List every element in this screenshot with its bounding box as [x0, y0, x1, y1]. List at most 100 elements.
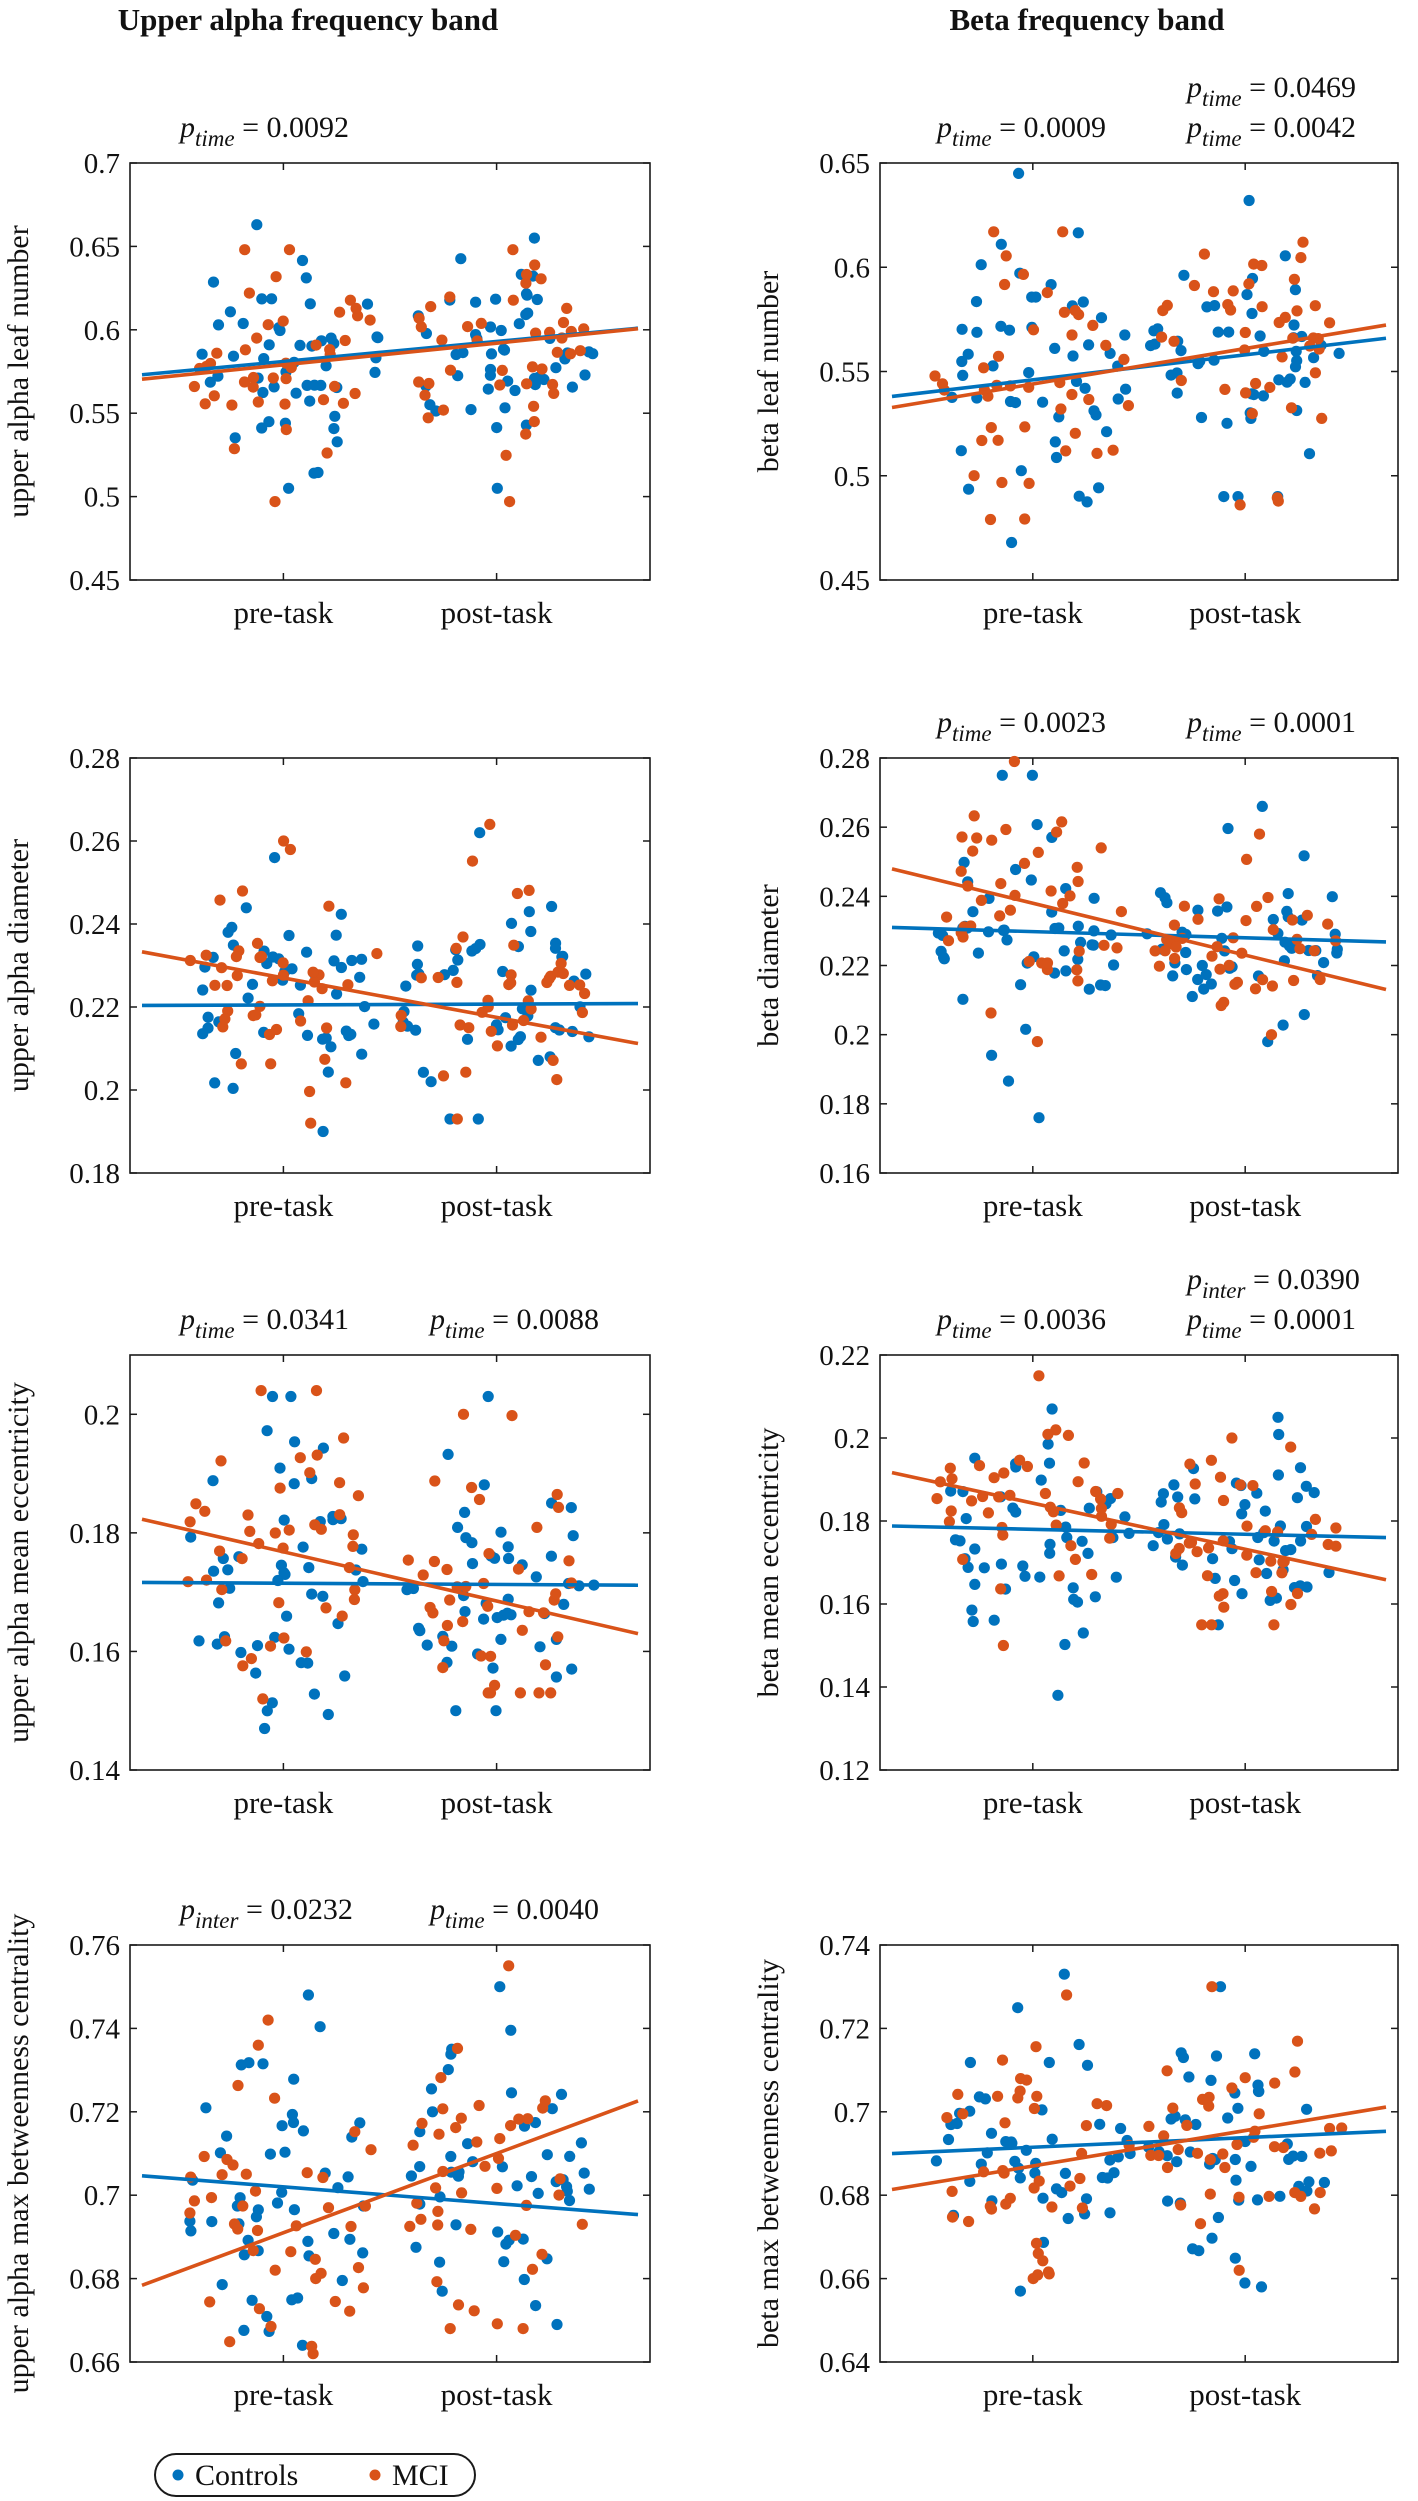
data-point-controls-post: [1205, 978, 1217, 990]
data-point-controls-post: [1222, 822, 1234, 835]
data-point-controls-post: [505, 1040, 517, 1052]
y-tick-label: 0.6: [84, 315, 120, 347]
data-point-mci-post: [1223, 959, 1235, 972]
panel-upper-alpha-mean-eccentricity: 0.14 0.16 0.18 0.2 pre-task post-task upper al…: [2, 1303, 651, 1820]
data-point-controls-pre: [263, 416, 275, 428]
data-point-controls-post: [550, 362, 562, 374]
data-point-controls-post: [1212, 2211, 1224, 2224]
data-point-mci-pre: [1019, 513, 1031, 525]
data-point-controls-post: [578, 2167, 590, 2179]
data-point-mci-post: [1241, 853, 1253, 866]
data-point-controls-post: [1168, 1479, 1180, 1491]
data-point-controls-post: [1246, 307, 1258, 320]
data-point-mci-post: [1243, 278, 1255, 290]
data-point-controls-pre: [958, 856, 970, 869]
data-point-controls-post: [513, 318, 525, 330]
data-point-mci-post: [1214, 963, 1226, 975]
data-point-mci-post: [483, 1548, 495, 1560]
data-point-mci-pre: [985, 422, 997, 434]
x-tick-label-pre-task: pre-task: [983, 2377, 1083, 2412]
data-point-controls-post: [503, 1552, 515, 1565]
data-point-controls-post: [466, 1558, 479, 1570]
data-point-controls-pre: [325, 1041, 337, 1053]
data-point-controls-pre: [995, 320, 1007, 332]
data-point-controls-post: [457, 347, 469, 359]
data-point-controls-pre: [308, 379, 321, 391]
data-point-mci-post: [1161, 2161, 1174, 2174]
fit-line-mci: [891, 323, 1387, 410]
data-point-mci-post: [437, 404, 449, 416]
data-point-controls-pre: [1072, 227, 1084, 239]
data-point-mci-pre: [978, 362, 990, 374]
data-point-mci-pre: [1071, 861, 1083, 873]
data-point-controls-pre: [314, 2021, 326, 2033]
data-point-controls-pre: [275, 1559, 287, 1571]
data-point-controls-post: [1236, 1508, 1248, 1520]
data-point-mci-post: [1188, 279, 1200, 292]
data-point-mci-post: [1234, 499, 1246, 511]
x-tick-label-post-task: post-task: [1189, 595, 1301, 630]
data-point-controls-pre: [283, 1643, 295, 1655]
data-point-controls-pre: [227, 350, 240, 362]
data-point-mci-post: [1324, 317, 1336, 329]
data-point-mci-pre: [284, 843, 296, 856]
data-point-mci-post: [437, 1070, 450, 1082]
data-point-mci-post: [444, 364, 457, 376]
fit-line-mci: [141, 2099, 639, 2287]
legend-box: [154, 2453, 476, 2497]
data-point-controls-post: [1186, 990, 1198, 1003]
data-point-controls-post: [411, 958, 423, 971]
data-point-controls-pre: [211, 1638, 223, 1650]
data-point-controls-post: [414, 2161, 426, 2173]
data-point-controls-post: [1251, 2194, 1264, 2206]
data-point-controls-pre: [1004, 395, 1017, 408]
data-point-controls-pre: [320, 360, 332, 372]
x-tick-label-pre-task: pre-task: [233, 1785, 333, 1820]
data-point-controls-pre: [200, 2102, 212, 2114]
data-point-controls-pre: [328, 423, 340, 435]
data-point-mci-pre: [999, 278, 1011, 291]
data-point-controls-pre: [979, 2093, 992, 2105]
y-tick-label: 0.2: [84, 1075, 120, 1107]
data-point-controls-pre: [1044, 1538, 1056, 1550]
data-point-mci-pre: [997, 1639, 1010, 1652]
legend-label-mci: MCI: [392, 2459, 449, 2492]
data-point-mci-post: [509, 2229, 522, 2241]
data-point-controls-post: [566, 381, 579, 393]
data-point-controls-pre: [1056, 2187, 1068, 2199]
data-point-controls-pre: [1072, 920, 1084, 932]
data-point-mci-pre: [957, 931, 969, 943]
data-point-mci-pre: [310, 1385, 323, 1397]
data-point-controls-pre: [295, 1657, 307, 1669]
data-point-controls-pre: [962, 348, 974, 360]
data-point-mci-post: [539, 2095, 551, 2107]
data-point-mci-post: [1322, 918, 1334, 930]
data-point-controls-pre: [206, 2216, 218, 2228]
data-point-mci-post: [1250, 1567, 1262, 1579]
data-point-mci-pre: [307, 966, 319, 978]
data-point-controls-post: [1171, 387, 1183, 399]
data-point-mci-pre: [1031, 1036, 1043, 1048]
y-tick-label: 0.18: [819, 1506, 870, 1538]
data-point-mci-post: [1264, 381, 1276, 393]
data-point-mci-post: [507, 244, 519, 256]
data-point-mci-post: [491, 1040, 503, 1052]
data-point-mci-post: [520, 428, 532, 440]
data-point-mci-pre: [204, 2296, 216, 2308]
data-point-mci-pre: [1115, 906, 1127, 918]
data-point-mci-post: [1234, 1479, 1246, 1491]
data-point-mci-post: [574, 979, 586, 991]
data-point-mci-post: [482, 1600, 494, 1612]
data-point-controls-post: [1303, 448, 1316, 460]
data-point-mci-pre: [238, 376, 251, 388]
panel-upper-alpha-diameter: 0.18 0.2 0.22 0.24 0.26 0.28 pre-task post-task…: [2, 743, 651, 1223]
data-point-mci-post: [441, 1563, 453, 1576]
data-point-mci-pre: [1023, 477, 1035, 489]
data-point-controls-post: [1157, 1488, 1169, 1500]
data-point-controls-post: [452, 1521, 464, 1533]
data-point-controls-pre: [202, 1011, 214, 1023]
data-point-controls-post: [1190, 2118, 1202, 2131]
data-point-controls-pre: [1067, 1582, 1079, 1594]
data-point-controls-pre: [1034, 1571, 1046, 1583]
data-point-mci-pre: [321, 1022, 333, 1034]
